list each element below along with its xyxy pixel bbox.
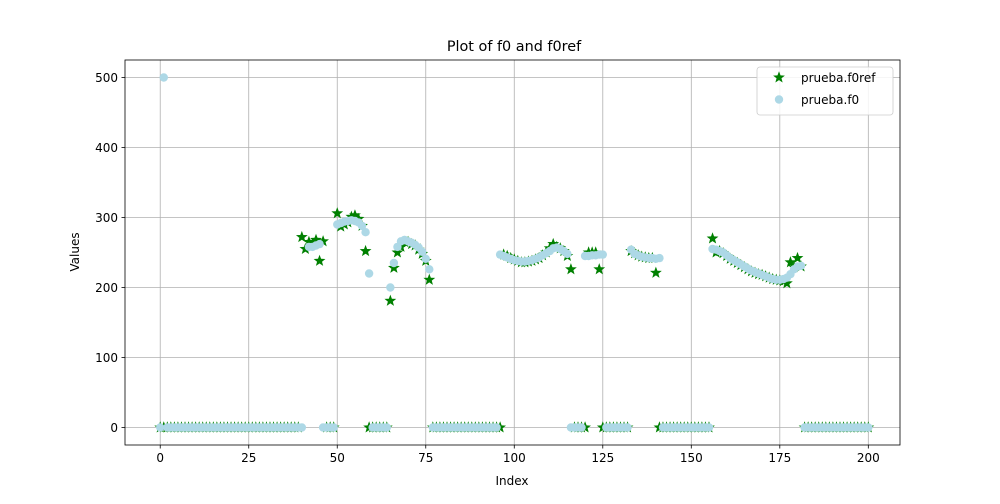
f0-point [563, 249, 572, 259]
f0ref-point [384, 294, 397, 306]
f0ref-point [791, 251, 804, 264]
x-tick-label: 125 [591, 451, 614, 465]
f0-point [297, 423, 307, 432]
f0ref-point [565, 263, 577, 275]
f0-point [796, 261, 806, 270]
x-tick-label: 25 [241, 451, 256, 465]
x-tick-label: 0 [156, 451, 164, 465]
x-axis-label: Index [495, 474, 528, 488]
legend-box [756, 66, 894, 116]
f0ref-point [706, 232, 719, 244]
legend-star-icon [773, 71, 785, 83]
f0ref-point [295, 230, 308, 243]
y-tick-label: 400 [95, 141, 118, 155]
f0ref-point [313, 254, 326, 266]
x-tick-label: 75 [418, 451, 433, 465]
plot-area [125, 60, 900, 445]
y-tick-label: 0 [110, 421, 118, 435]
f0ref-point [349, 209, 361, 221]
f0-point [421, 254, 430, 263]
f0-point [357, 221, 367, 231]
f0ref-point [317, 235, 329, 247]
f0-point [623, 423, 632, 432]
f0ref-point [331, 207, 344, 219]
x-tick-label: 175 [768, 451, 791, 465]
y-tick-label: 300 [95, 211, 118, 225]
x-tick-label: 50 [330, 451, 345, 465]
f0ref-point [547, 237, 560, 250]
f0-point [361, 228, 370, 237]
f0-point [704, 423, 714, 432]
f0-point [159, 73, 168, 82]
f0-point [577, 423, 586, 432]
f0ref-point [359, 244, 372, 257]
f0-point [492, 423, 501, 432]
legend-marker-f0ref [773, 71, 785, 83]
f0ref-point [423, 273, 436, 285]
axis-ticks: 0 25 50 75 100 125 150 175 200 0 100 200 300 400 500 [95, 71, 880, 465]
f0-point [425, 265, 434, 274]
x-tick-label: 200 [857, 451, 880, 465]
f0-point [418, 247, 427, 256]
f0ref-point [303, 235, 315, 248]
legend: prueba.f0ref prueba.f0 [756, 66, 894, 116]
f0ref-point [784, 256, 797, 268]
y-tick-label: 500 [95, 71, 118, 85]
legend-circle-icon [774, 95, 784, 104]
f0-point [598, 250, 607, 259]
x-tick-label: 150 [680, 451, 703, 465]
f0-point [364, 269, 374, 278]
series-prueba-f0 [156, 73, 873, 432]
f0-point [315, 239, 324, 249]
f0ref-point [649, 266, 662, 278]
legend-marker-f0 [774, 95, 784, 104]
f0-point [655, 253, 664, 263]
f0-point [156, 423, 165, 432]
f0-point [864, 423, 873, 432]
y-axis-label: Values [68, 232, 82, 271]
legend-label-f0: prueba.f0 [801, 93, 859, 107]
f0-point [389, 258, 399, 268]
grid-lines [125, 60, 900, 445]
y-tick-label: 200 [95, 281, 118, 295]
y-tick-label: 100 [95, 351, 118, 365]
f0-point [329, 423, 338, 432]
x-tick-label: 100 [503, 451, 526, 465]
f0ref-point [388, 261, 400, 273]
f0ref-point [391, 246, 404, 258]
f0ref-point [593, 263, 606, 275]
f0ref-point [780, 277, 793, 289]
f0-point [386, 283, 395, 292]
data-series [154, 73, 875, 433]
f0ref-point [310, 233, 322, 245]
f0-point [382, 423, 392, 432]
axes-frame [124, 59, 901, 446]
legend-label-f0ref: prueba.f0ref [801, 71, 876, 85]
chart-title: Plot of f0 and f0ref [447, 39, 582, 55]
